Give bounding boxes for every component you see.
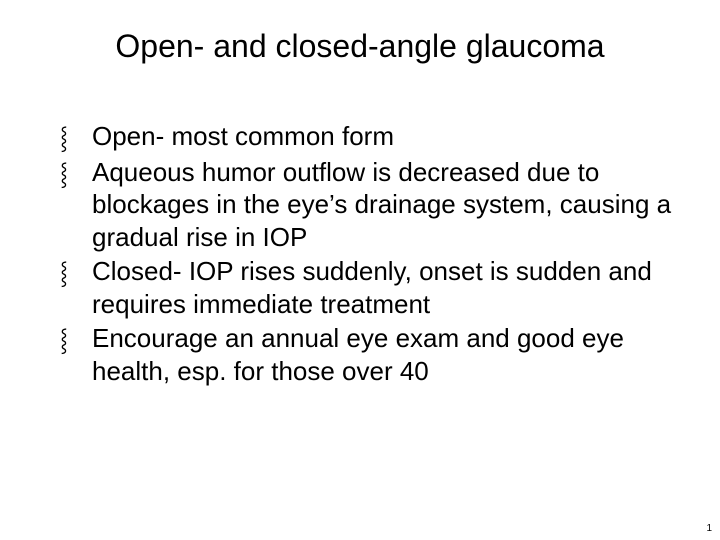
list-item: ⸾ Encourage an annual eye exam and good … <box>60 322 680 387</box>
list-item: ⸾ Aqueous humor outflow is decreased due… <box>60 156 680 254</box>
list-item: ⸾ Closed- IOP rises suddenly, onset is s… <box>60 255 680 320</box>
slide-body: ⸾ Open- most common form ⸾ Aqueous humor… <box>60 120 680 389</box>
list-item: ⸾ Open- most common form <box>60 120 680 154</box>
bullet-text: Closed- IOP rises suddenly, onset is sud… <box>92 255 680 320</box>
page-number: 1 <box>706 523 712 534</box>
bullet-icon: ⸾ <box>60 156 92 190</box>
bullet-icon: ⸾ <box>60 255 92 289</box>
bullet-text: Encourage an annual eye exam and good ey… <box>92 322 680 387</box>
slide-title: Open- and closed-angle glaucoma <box>0 28 720 65</box>
bullet-text: Open- most common form <box>92 120 680 153</box>
bullet-text: Aqueous humor outflow is decreased due t… <box>92 156 680 254</box>
slide: Open- and closed-angle glaucoma ⸾ Open- … <box>0 0 720 540</box>
bullet-icon: ⸾ <box>60 322 92 356</box>
bullet-icon: ⸾ <box>60 120 92 154</box>
